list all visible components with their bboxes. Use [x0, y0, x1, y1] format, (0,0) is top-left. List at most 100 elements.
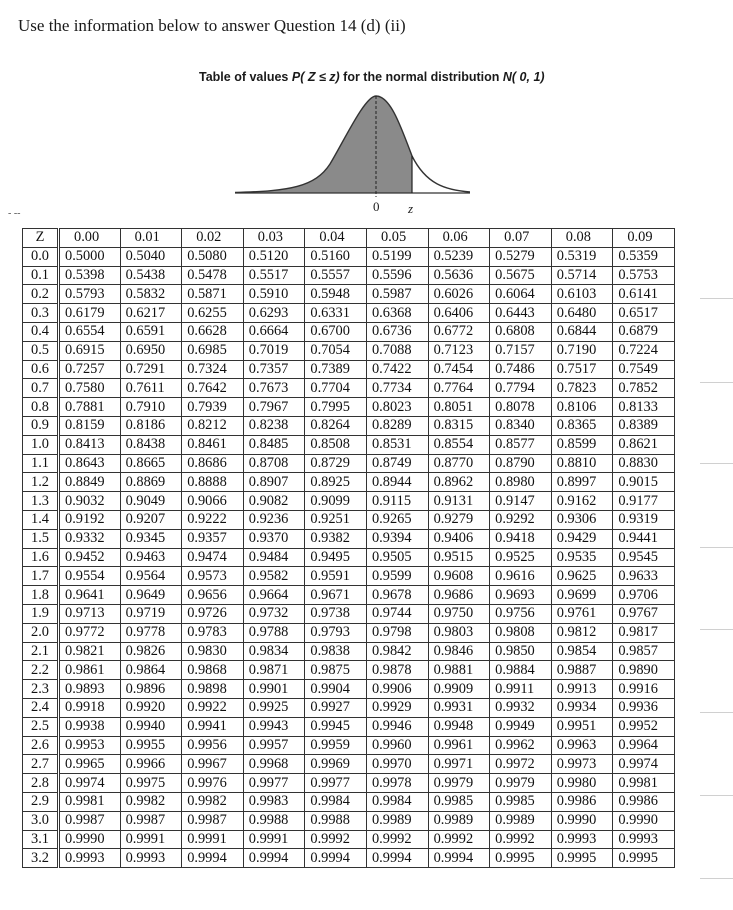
probability-cell: 0.9884 [489, 660, 552, 681]
probability-cell: 0.9994 [242, 848, 306, 869]
probability-cell: 0.5987 [365, 284, 429, 305]
probability-cell: 0.7734 [365, 378, 429, 399]
probability-cell: 0.9984 [304, 791, 367, 812]
table-title: Table of values P( Z ≤ z) for the normal… [199, 70, 545, 84]
probability-cell: 0.9934 [550, 697, 614, 718]
probability-cell: 0.5793 [58, 284, 121, 305]
probability-cell: 0.9994 [304, 848, 367, 869]
probability-cell: 0.8051 [427, 397, 491, 417]
probability-cell: 0.6255 [181, 303, 244, 323]
table-row: 0.9 0.8159 0.8186 0.8212 0.8238 0.8264 0.8289 0… [22, 415, 675, 436]
probability-cell: 0.9927 [304, 697, 367, 718]
probability-cell: 0.7123 [427, 340, 491, 361]
probability-cell: 0.9987 [58, 810, 121, 831]
z-value-cell: 0.1 [22, 265, 60, 286]
probability-cell: 0.5319 [550, 246, 614, 267]
probability-cell: 0.8830 [612, 453, 675, 474]
probability-cell: 0.8888 [181, 472, 244, 493]
probability-cell: 0.9656 [181, 585, 244, 605]
probability-cell: 0.9332 [58, 528, 121, 549]
column-header: 0.08 [550, 228, 614, 248]
probability-cell: 0.9292 [489, 509, 552, 530]
probability-cell: 0.9357 [181, 528, 244, 549]
probability-cell: 0.7454 [427, 359, 491, 380]
table-row: 2.7 0.9965 0.9966 0.9967 0.9968 0.9969 0.9970 0… [22, 754, 675, 775]
probability-cell: 0.9913 [550, 679, 614, 699]
probability-cell: 0.9826 [119, 641, 183, 662]
probability-cell: 0.9761 [550, 603, 614, 624]
probability-cell: 0.9990 [58, 829, 121, 850]
z-value-cell: 2.6 [22, 735, 60, 756]
probability-cell: 0.5517 [242, 265, 306, 286]
title-prefix: Table of values [199, 70, 292, 84]
probability-cell: 0.9394 [365, 528, 429, 549]
column-header: 0.03 [242, 228, 306, 248]
probability-cell: 0.9591 [304, 566, 367, 587]
probability-cell: 0.9265 [365, 509, 429, 530]
probability-cell: 0.7224 [612, 340, 675, 361]
probability-cell: 0.9162 [550, 491, 614, 511]
probability-cell: 0.5478 [181, 265, 244, 286]
probability-cell: 0.9082 [242, 491, 306, 511]
probability-cell: 0.8023 [365, 397, 429, 417]
probability-cell: 0.9925 [242, 697, 306, 718]
probability-cell: 0.9788 [242, 622, 306, 643]
probability-cell: 0.9693 [489, 585, 552, 605]
probability-cell: 0.9955 [119, 735, 183, 756]
probability-cell: 0.7852 [612, 378, 675, 399]
z-value-cell: 2.4 [22, 697, 60, 718]
column-header: 0.04 [304, 228, 367, 248]
probability-cell: 0.9505 [365, 547, 429, 568]
probability-cell: 0.6915 [58, 340, 121, 361]
probability-cell: 0.8790 [489, 453, 552, 474]
z-value-cell: 1.2 [22, 472, 60, 493]
z-value-cell: 2.1 [22, 641, 60, 662]
probability-cell: 0.9131 [427, 491, 491, 511]
probability-cell: 0.9857 [612, 641, 675, 662]
probability-cell: 0.7257 [58, 359, 121, 380]
margin-line [700, 463, 733, 464]
probability-cell: 0.9878 [365, 660, 429, 681]
probability-cell: 0.9738 [304, 603, 367, 624]
probability-cell: 0.9991 [242, 829, 306, 850]
probability-cell: 0.8186 [119, 415, 183, 436]
probability-cell: 0.9887 [550, 660, 614, 681]
probability-cell: 0.5636 [427, 265, 491, 286]
probability-cell: 0.9370 [242, 528, 306, 549]
table-row: 1.4 0.9192 0.9207 0.9222 0.9236 0.9251 0.9265 0… [22, 509, 675, 530]
probability-cell: 0.7910 [119, 397, 183, 417]
probability-cell: 0.5160 [304, 246, 367, 267]
probability-cell: 0.7939 [181, 397, 244, 417]
margin-line [700, 712, 733, 713]
probability-cell: 0.9049 [119, 491, 183, 511]
probability-cell: 0.9830 [181, 641, 244, 662]
probability-cell: 0.9956 [181, 735, 244, 756]
probability-cell: 0.9868 [181, 660, 244, 681]
probability-cell: 0.9484 [242, 547, 306, 568]
probability-cell: 0.9904 [304, 679, 367, 699]
probability-cell: 0.9744 [365, 603, 429, 624]
probability-cell: 0.7190 [550, 340, 614, 361]
probability-cell: 0.9931 [427, 697, 491, 718]
probability-cell: 0.9236 [242, 509, 306, 530]
probability-cell: 0.9984 [365, 791, 429, 812]
normal-distribution-table: Z 0.00 0.01 0.02 0.03 0.04 0.05 0.06 0.0… [22, 228, 675, 869]
probability-cell: 0.9943 [242, 716, 306, 737]
probability-cell: 0.9838 [304, 641, 367, 662]
probability-cell: 0.9929 [365, 697, 429, 718]
probability-cell: 0.5199 [365, 246, 429, 267]
probability-cell: 0.9750 [427, 603, 491, 624]
table-row: 2.6 0.9953 0.9955 0.9956 0.9957 0.9959 0.9960 0… [22, 735, 675, 756]
probability-cell: 0.7389 [304, 359, 367, 380]
z-label: z [407, 201, 413, 216]
probability-cell: 0.9793 [304, 622, 367, 643]
probability-cell: 0.9545 [612, 547, 675, 568]
probability-cell: 0.9808 [489, 622, 552, 643]
probability-cell: 0.9495 [304, 547, 367, 568]
margin-line [700, 298, 733, 299]
probability-cell: 0.5871 [181, 284, 244, 305]
probability-cell: 0.9948 [427, 716, 491, 737]
probability-cell: 0.9992 [365, 829, 429, 850]
column-header: 0.01 [119, 228, 183, 248]
probability-cell: 0.9982 [181, 791, 244, 812]
